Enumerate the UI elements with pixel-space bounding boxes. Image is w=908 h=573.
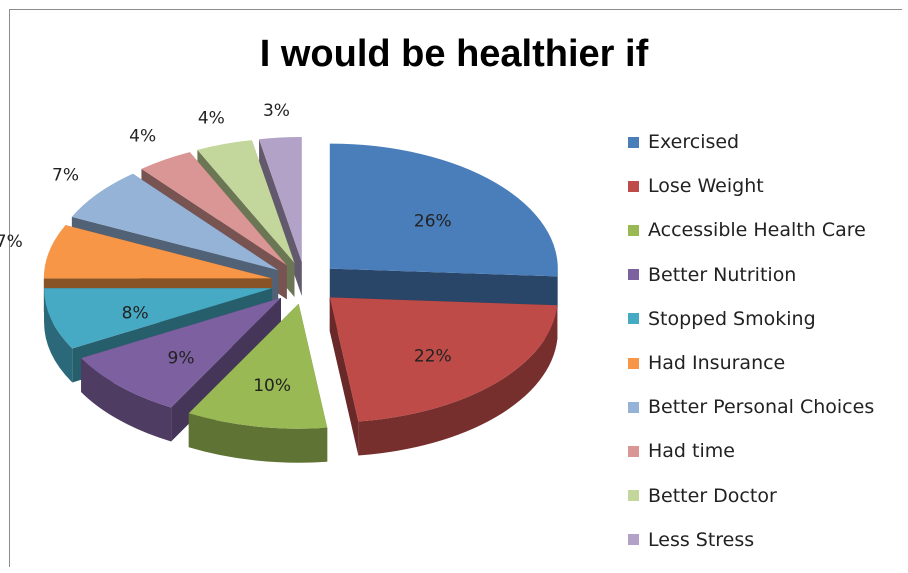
chart-legend: Exercised Lose Weight Accessible Health Ca… [628, 120, 874, 562]
chart-title: I would be healthier if [259, 33, 649, 75]
pie-slice-wall [329, 297, 359, 456]
pie-data-label: 10% [253, 376, 291, 396]
pie-slice-top [329, 143, 558, 277]
legend-swatch [628, 136, 639, 148]
legend-swatch [628, 445, 639, 457]
pie-slice-side [188, 413, 328, 463]
legend-item: Accessible Health Care [628, 208, 874, 252]
pie-slice-top [197, 140, 295, 263]
legend-item: Lose Weight [628, 164, 874, 208]
legend-label: Lose Weight [648, 175, 764, 198]
legend-item: Better Personal Choices [628, 385, 874, 429]
pie-slice [329, 297, 558, 456]
pie-data-label: 8% [122, 304, 149, 324]
legend-label: Better Personal Choices [648, 396, 875, 419]
pie-data-label: 3% [263, 101, 290, 121]
pie-slice-top [188, 303, 328, 429]
pie-slice-top [71, 173, 279, 271]
legend-label: Exercised [648, 131, 740, 154]
legend-swatch [628, 224, 639, 236]
pie-data-label: 22% [414, 346, 452, 366]
legend-swatch [628, 269, 639, 281]
pie-slice-side [81, 358, 172, 442]
legend-swatch [628, 490, 639, 502]
pie-slice-side [358, 305, 558, 456]
legend-swatch [628, 401, 639, 413]
pie-slice-top [81, 297, 281, 408]
pie-slice-top [44, 288, 273, 349]
legend-label: Stopped Smoking [648, 307, 816, 330]
legend-label: Less Stress [648, 528, 755, 551]
pie-slice-top [43, 225, 272, 279]
legend-item: Better Doctor [628, 474, 874, 518]
pie-data-label: 9% [168, 349, 195, 369]
legend-item: Had Insurance [628, 341, 874, 385]
legend-swatch [628, 357, 639, 369]
legend-item: Less Stress [628, 518, 874, 562]
legend-item: Stopped Smoking [628, 297, 874, 341]
legend-label: Better Nutrition [648, 263, 797, 286]
legend-item: Exercised [628, 120, 874, 164]
legend-swatch [628, 534, 639, 546]
pie-data-label: 26% [414, 212, 452, 232]
pie-slice-side [44, 288, 73, 383]
pie-slice [188, 303, 328, 463]
legend-item: Had time [628, 429, 874, 473]
pie-data-labels: 26% 22% 10% 9% 8% 7% 7% 4% 4% 3% [0, 101, 452, 396]
legend-label: Better Doctor [648, 484, 777, 507]
legend-label: Had Insurance [648, 352, 786, 375]
pie-slice-top [329, 297, 558, 422]
legend-label: Had time [648, 440, 735, 463]
legend-swatch [628, 313, 639, 325]
pie-slices [43, 137, 558, 463]
pie-data-label: 4% [129, 127, 156, 147]
pie-data-label: 7% [52, 166, 79, 186]
legend-swatch [628, 180, 639, 192]
legend-label: Accessible Health Care [648, 219, 866, 242]
pie-data-label: 4% [198, 109, 225, 129]
pie-slice-top [141, 152, 287, 266]
pie-data-label: 7% [0, 232, 23, 252]
pie-slice-top [259, 137, 302, 263]
legend-item: Better Nutrition [628, 253, 874, 297]
